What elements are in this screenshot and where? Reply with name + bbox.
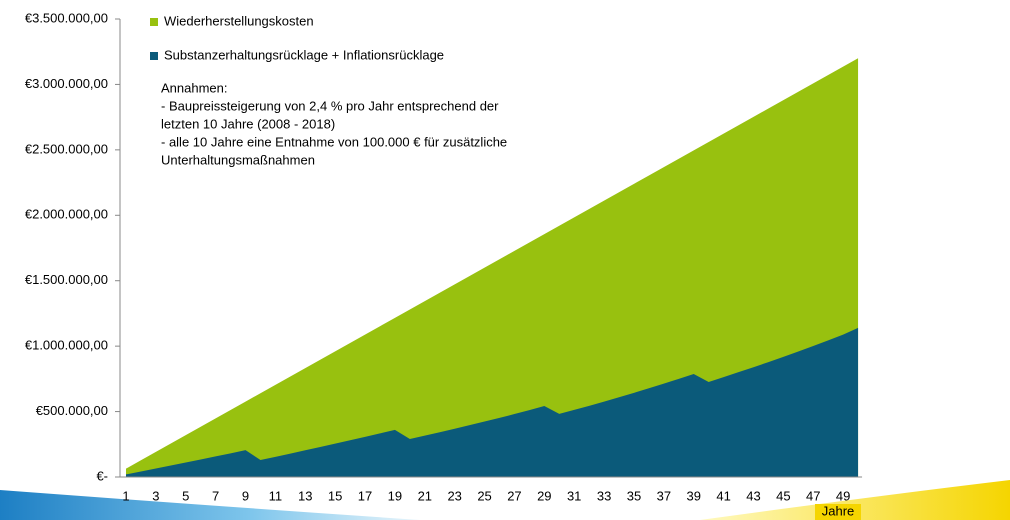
x-tick-label: 37 [657, 488, 671, 503]
x-axis-label: Jahre [822, 503, 855, 518]
annotation: - alle 10 Jahre eine Entnahme von 100.00… [161, 134, 507, 149]
plot: €- €500.000,00 €1.000.000,00 €1.500.000,00 €… [25, 10, 863, 503]
x-tick-label: 45 [776, 488, 790, 503]
y-tick-label: €2.000.000,00 [25, 207, 108, 222]
legend-label: Substanzerhaltungsrücklage + Inflationsr… [164, 47, 444, 62]
x-tick-label: 11 [269, 488, 283, 503]
x-tick-label: 13 [298, 488, 312, 503]
x-tick-label: 1 [122, 488, 129, 503]
x-tick-label: 5 [182, 488, 189, 503]
x-tick-label: 7 [212, 488, 219, 503]
x-tick-label: 41 [716, 488, 730, 503]
x-tick-label: 3 [152, 488, 159, 503]
y-tick-label: €1.000.000,00 [25, 338, 108, 353]
x-tick-label: 47 [806, 488, 820, 503]
area [126, 58, 859, 477]
x-tick-label: 9 [242, 488, 249, 503]
legend-swatch [150, 52, 158, 60]
y-tick-label: €2.500.000,00 [25, 141, 108, 156]
x-tick-label: 21 [418, 488, 432, 503]
annotation: Annahmen: [161, 80, 228, 95]
y-tick-label: €3.000.000,00 [25, 76, 108, 91]
x-tick-label: 29 [537, 488, 551, 503]
x-tick-label: 25 [477, 488, 491, 503]
x-tick-label: 27 [507, 488, 521, 503]
x-tick-label: 33 [597, 488, 611, 503]
x-tick-label: 35 [627, 488, 641, 503]
x-tick-label: 31 [567, 488, 581, 503]
x-tick-label: 23 [447, 488, 461, 503]
annotation: Unterhaltungsmaßnahmen [161, 152, 315, 167]
annotation: - Baupreissteigerung von 2,4 % pro Jahr … [161, 98, 499, 113]
decoration [700, 480, 1010, 520]
x-tick-label: 43 [746, 488, 760, 503]
x-tick-label: 39 [686, 488, 700, 503]
y-tick-label: €- [96, 468, 108, 483]
decoration [815, 504, 861, 520]
y-tick-label: €500.000,00 [36, 403, 108, 418]
y-tick-label: €3.500.000,00 [25, 10, 108, 25]
area [126, 327, 859, 477]
x-tick-label: 15 [328, 488, 342, 503]
x-tick-label: 17 [358, 488, 372, 503]
annotation: letzten 10 Jahre (2008 - 2018) [161, 116, 335, 131]
legend-label: Wiederherstellungskosten [164, 13, 314, 28]
legend-swatch [150, 18, 158, 26]
x-tick-label: 19 [388, 488, 402, 503]
x-tick-label: 49 [836, 488, 850, 503]
y-tick-label: €1.500.000,00 [25, 272, 108, 287]
decoration [0, 490, 420, 520]
